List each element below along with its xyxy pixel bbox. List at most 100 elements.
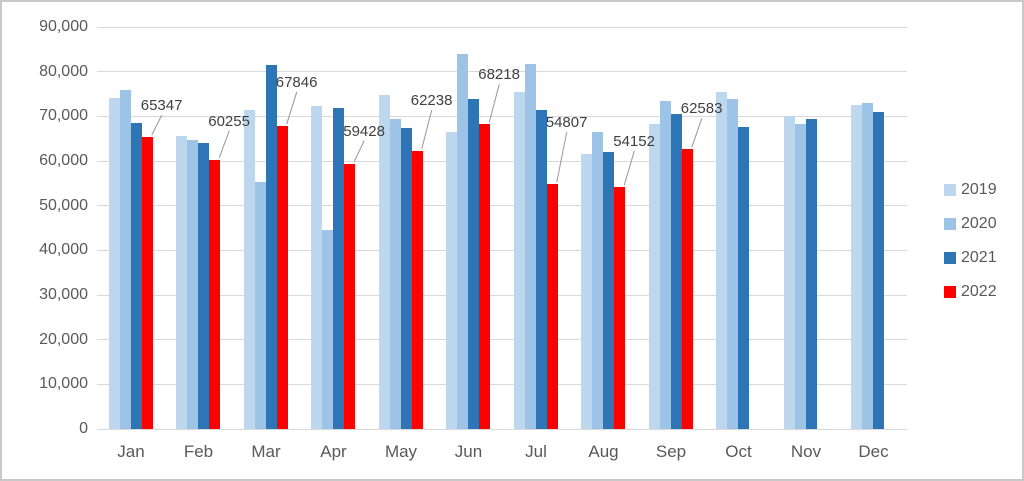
data-label-May: 62238 xyxy=(410,92,453,109)
bar-2021-May xyxy=(400,127,412,429)
bar-2021-Jul xyxy=(535,110,547,429)
bar-2019-Aug xyxy=(581,154,593,429)
bar-2019-Nov xyxy=(783,116,795,429)
x-axis-tick-label: Apr xyxy=(320,442,347,461)
bar-2019-Jan xyxy=(108,97,120,429)
x-axis-tick-label: Sep xyxy=(655,442,687,461)
leader-line-Jan xyxy=(151,114,163,136)
bar-2020-Feb xyxy=(187,139,199,429)
y-gridline xyxy=(97,26,907,28)
leader-line-Mar xyxy=(286,91,298,125)
data-label-Jun: 68218 xyxy=(478,66,520,84)
leader-line-Aug xyxy=(623,150,635,186)
y-axis-tick-label: 60,000 xyxy=(39,152,88,169)
bar-2019-Dec xyxy=(851,104,863,429)
bar-2020-Jul xyxy=(524,64,536,429)
data-label-Aug: 54152 xyxy=(613,133,655,151)
legend-swatch-2019 xyxy=(944,184,956,196)
leader-line-Sep xyxy=(691,118,703,148)
y-gridline xyxy=(97,249,907,251)
legend-label-2019: 2019 xyxy=(961,181,997,198)
y-gridline xyxy=(97,428,907,430)
bar-2022-Mar xyxy=(276,125,288,429)
data-label-Apr: 59428 xyxy=(343,122,385,140)
bar-2022-Apr xyxy=(344,163,356,429)
y-gridline xyxy=(97,294,907,296)
bar-2021-Oct xyxy=(738,127,750,429)
x-axis-tick-label: Jul xyxy=(525,442,547,461)
bar-2019-Oct xyxy=(716,92,728,429)
y-gridline xyxy=(97,383,907,385)
y-axis-tick-label: 0 xyxy=(79,420,88,437)
y-gridline xyxy=(97,71,907,73)
y-gridline xyxy=(97,115,907,117)
y-axis-tick-label: 20,000 xyxy=(39,330,88,348)
legend-label-2022: 2022 xyxy=(961,283,997,300)
legend-item-2021: 2021 xyxy=(944,250,997,266)
bar-2019-Feb xyxy=(176,136,188,429)
bar-2021-Sep xyxy=(670,113,682,429)
x-axis-tick-label: Dec xyxy=(858,442,889,461)
leader-line-Apr xyxy=(353,140,365,162)
bar-2019-Mar xyxy=(243,109,255,429)
bar-2020-Jan xyxy=(119,89,131,429)
legend-swatch-2022 xyxy=(944,286,956,298)
legend-swatch-2021 xyxy=(944,252,956,264)
bar-2020-Mar xyxy=(254,182,266,429)
bar-2021-Jan xyxy=(130,122,142,429)
x-axis-tick-label: Oct xyxy=(725,442,752,461)
y-axis-tick-label: 40,000 xyxy=(39,241,88,259)
bar-2022-May xyxy=(411,151,423,429)
bar-2022-Jul xyxy=(546,184,558,429)
x-axis-tick-label: May xyxy=(384,442,418,461)
bar-2019-Sep xyxy=(648,123,660,429)
bar-2021-Feb xyxy=(198,142,210,429)
y-gridline xyxy=(97,205,907,207)
leader-line-Feb xyxy=(218,130,230,159)
bar-2019-Jun xyxy=(446,131,458,429)
y-gridline xyxy=(97,160,907,162)
x-axis-tick-label: Jun xyxy=(454,442,483,461)
bar-2020-Aug xyxy=(592,132,604,429)
x-axis-tick-label: Nov xyxy=(790,442,822,461)
y-axis-tick-label: 70,000 xyxy=(39,107,88,125)
bar-2020-Nov xyxy=(794,124,806,429)
y-gridline xyxy=(97,339,907,341)
bar-2019-Apr xyxy=(311,106,323,429)
bar-2020-Apr xyxy=(322,229,334,429)
legend-label-2021: 2021 xyxy=(961,249,997,266)
legend-item-2019: 2019 xyxy=(944,182,997,198)
x-axis-tick-label: Mar xyxy=(251,442,281,461)
y-axis-tick-label: 30,000 xyxy=(39,286,88,303)
bar-2021-Dec xyxy=(873,111,885,429)
legend-swatch-2020 xyxy=(944,218,956,230)
bar-2022-Sep xyxy=(681,149,693,429)
legend-label-2020: 2020 xyxy=(961,215,997,232)
bar-2022-Feb xyxy=(209,159,221,429)
x-axis-tick-label: Feb xyxy=(183,442,214,461)
data-label-Sep: 62583 xyxy=(680,100,723,118)
bar-2020-Oct xyxy=(727,98,739,429)
bar-2020-Dec xyxy=(862,102,874,429)
data-label-Mar: 67846 xyxy=(275,73,318,91)
leader-line-Jul xyxy=(556,132,568,183)
y-axis-tick-label: 50,000 xyxy=(39,196,88,214)
bar-2022-Jan xyxy=(141,137,153,429)
bar-2020-Jun xyxy=(457,53,469,429)
y-axis-tick-label: 10,000 xyxy=(39,375,88,393)
bar-2019-Jul xyxy=(513,92,525,429)
data-label-Jul: 54807 xyxy=(545,114,588,132)
bar-2022-Aug xyxy=(614,187,626,429)
data-label-Jan: 65347 xyxy=(140,97,183,115)
x-axis-tick-label: Jan xyxy=(117,442,145,461)
x-axis-tick-label: Aug xyxy=(588,442,619,461)
bar-2021-Apr xyxy=(333,107,345,429)
bar-2021-Nov xyxy=(805,119,817,429)
bar-2019-May xyxy=(378,94,390,429)
bar-2021-Aug xyxy=(603,152,615,429)
bar-2022-Jun xyxy=(479,124,491,429)
bar-2020-May xyxy=(389,118,401,429)
bar-2020-Sep xyxy=(659,101,671,429)
bar-2021-Mar xyxy=(265,64,277,429)
